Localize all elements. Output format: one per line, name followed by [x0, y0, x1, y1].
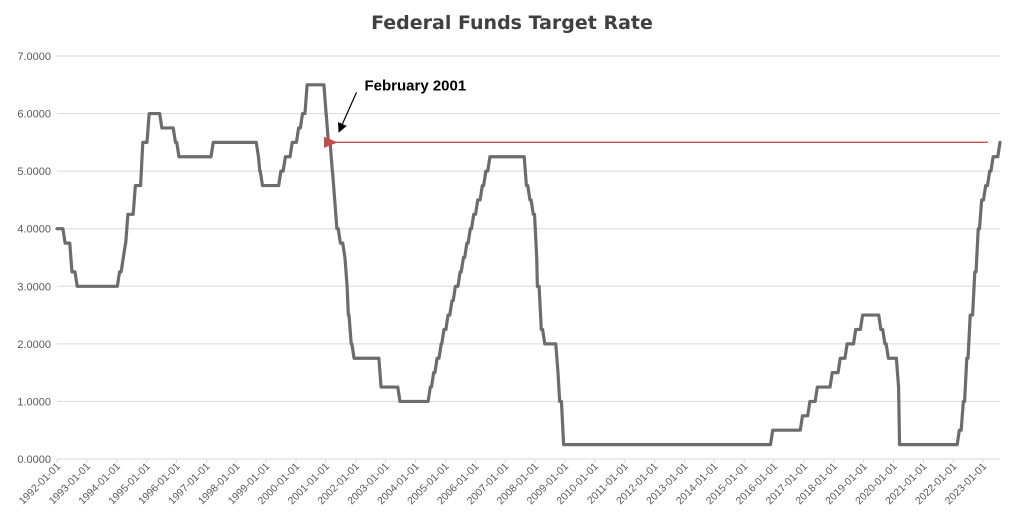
y-tick-label: 0.0000 [17, 454, 51, 466]
y-tick-label: 7.0000 [17, 51, 51, 63]
annotation-arrow [338, 92, 358, 133]
series-line [55, 83, 1002, 447]
y-tick-label: 1.0000 [17, 396, 51, 408]
y-tick-label: 4.0000 [17, 224, 51, 236]
chart-title: Federal Funds Target Rate [371, 12, 653, 34]
y-tick-label: 5.0000 [17, 166, 51, 178]
y-tick-label: 3.0000 [17, 281, 51, 293]
y-tick-label: 2.0000 [17, 339, 51, 351]
annotation-label: February 2001 [364, 77, 466, 94]
y-tick-label: 6.0000 [17, 109, 51, 121]
